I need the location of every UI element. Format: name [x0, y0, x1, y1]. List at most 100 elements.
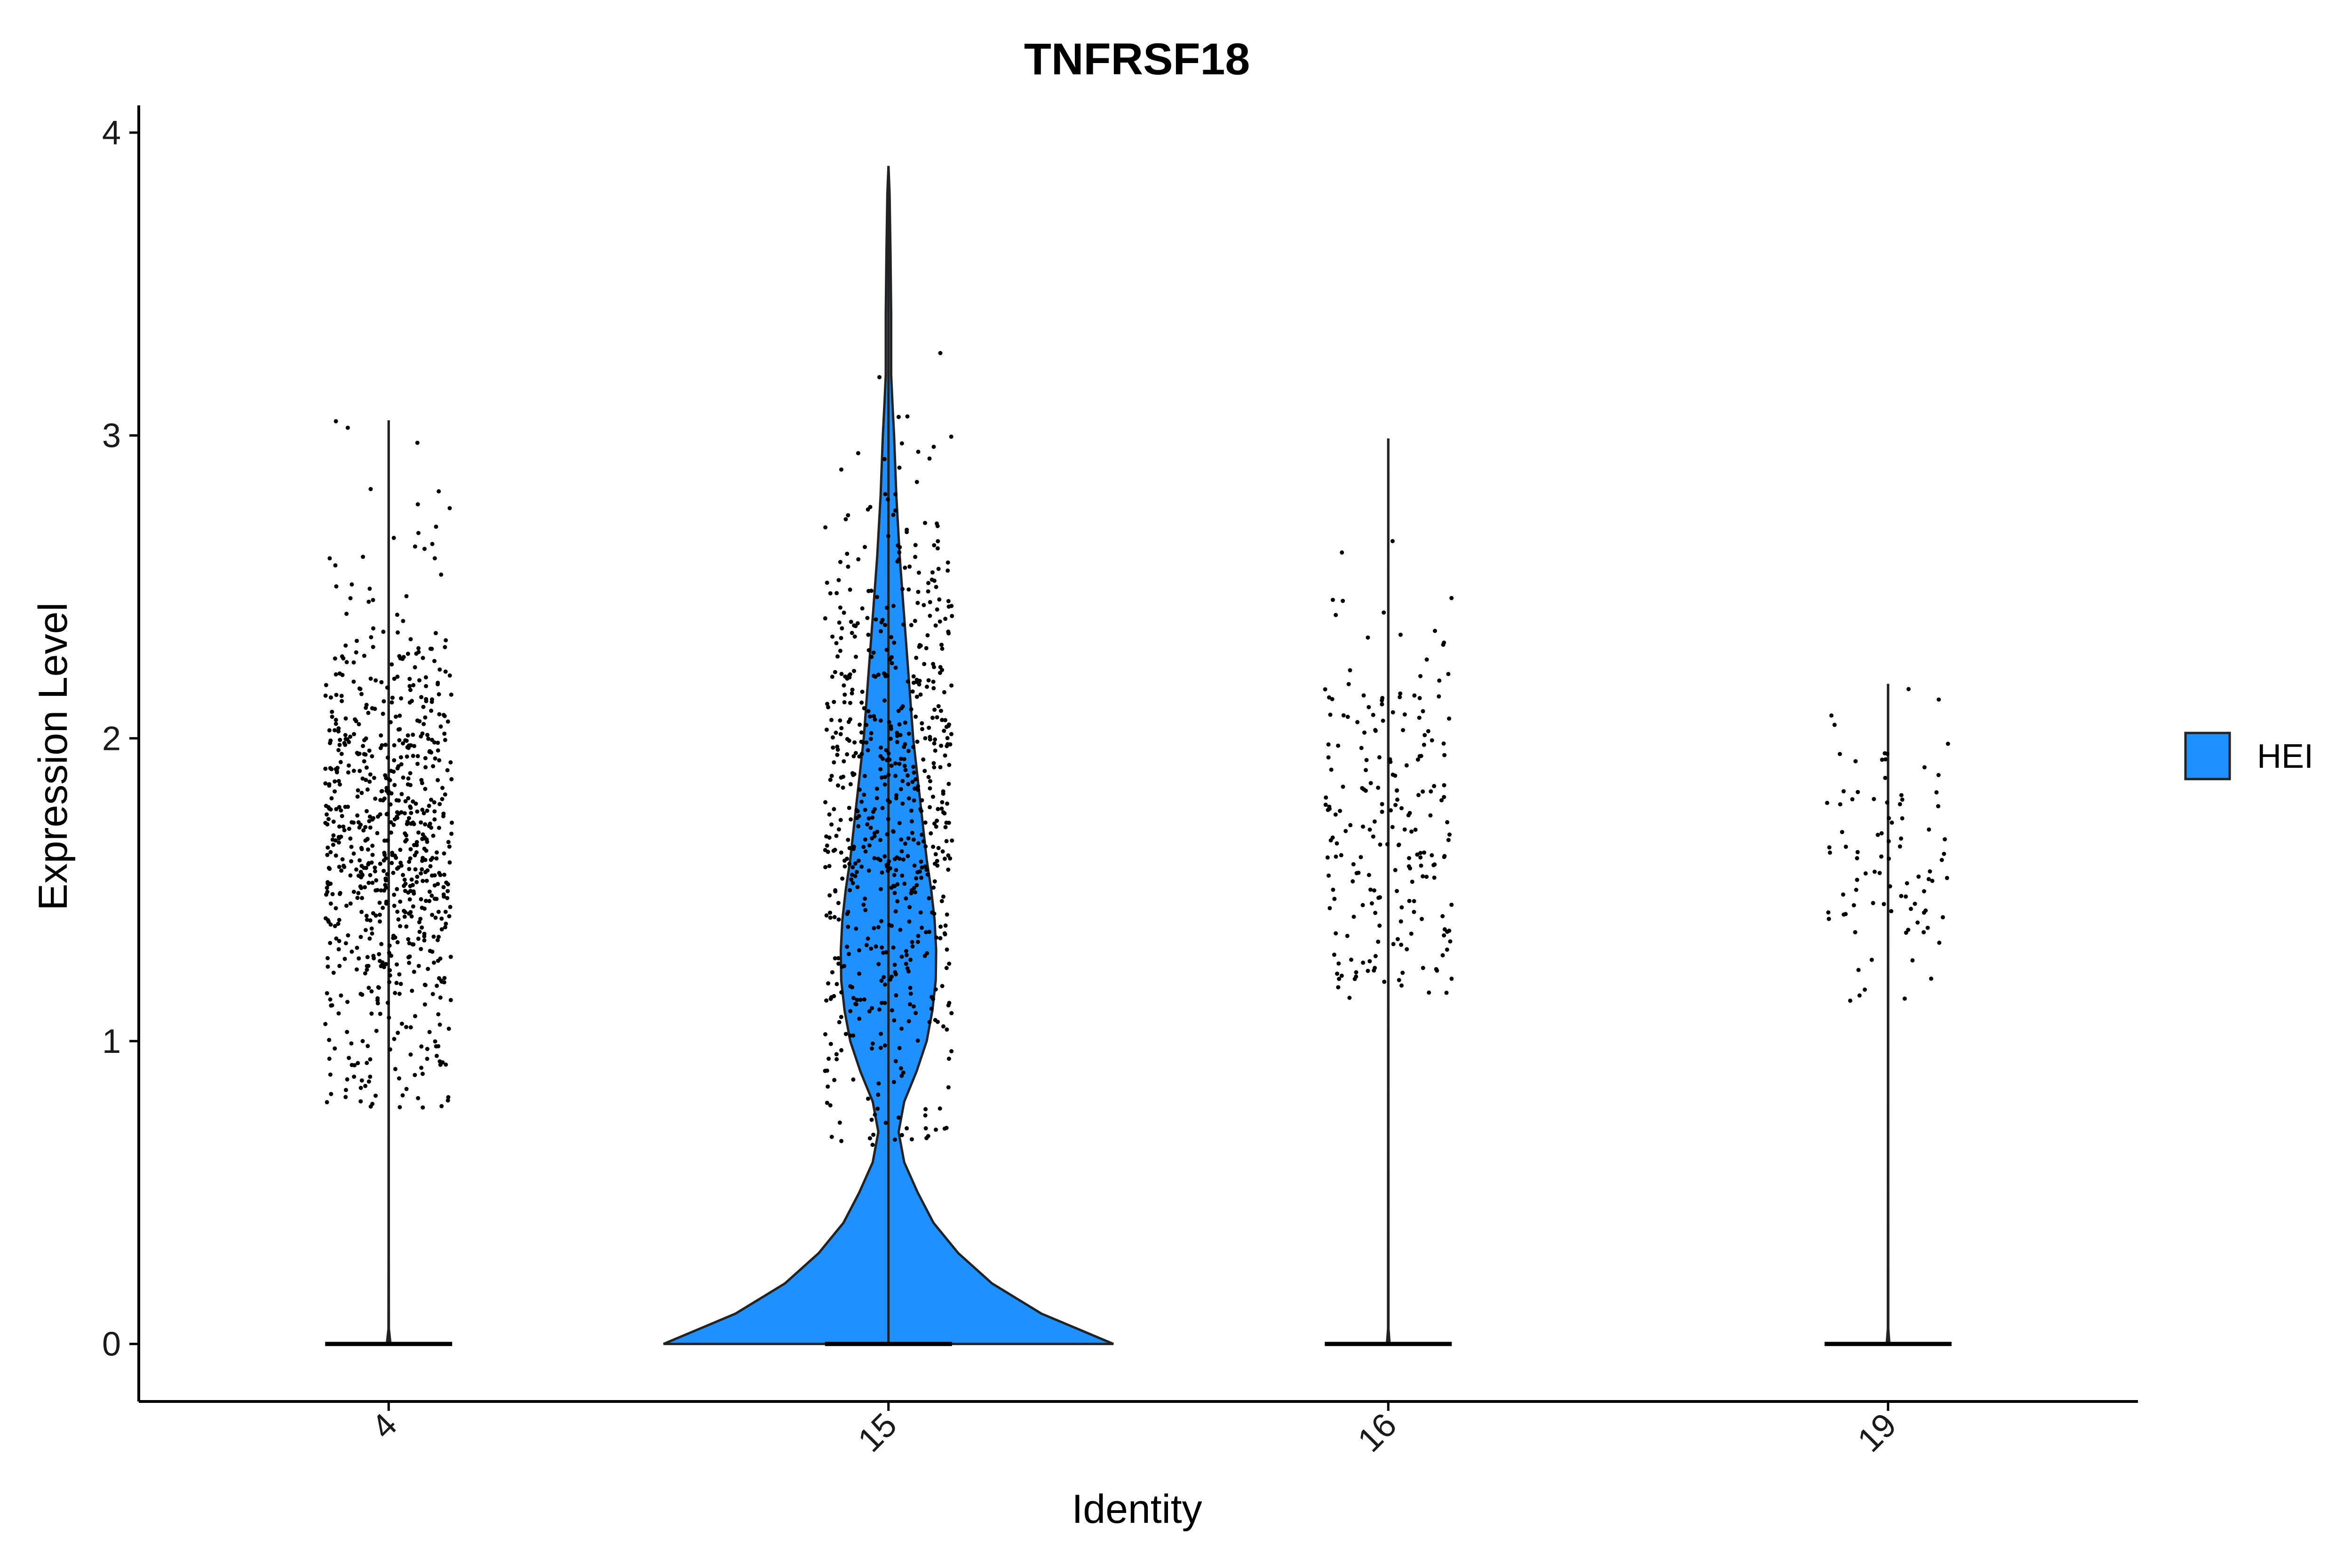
cell-point-15 [886, 534, 890, 538]
cell-point-4 [407, 897, 412, 902]
cell-point-4 [425, 868, 430, 873]
cell-point-16 [1421, 709, 1425, 714]
cell-point-15 [839, 1048, 844, 1052]
cell-point-15 [927, 456, 932, 461]
cell-point-4 [394, 798, 399, 803]
cell-point-15 [868, 737, 873, 741]
cell-point-15 [848, 782, 853, 787]
cell-point-4 [398, 755, 403, 760]
cell-point-15 [862, 773, 867, 778]
cell-point-15 [936, 566, 941, 571]
cell-point-15 [836, 901, 841, 905]
cell-point-19 [1851, 903, 1856, 907]
cell-point-4 [416, 936, 421, 941]
cell-point-15 [909, 1137, 914, 1142]
cell-point-15 [904, 896, 908, 901]
cell-point-15 [859, 864, 864, 869]
cell-point-4 [445, 1098, 450, 1103]
cell-point-15 [930, 716, 935, 720]
cell-point-19 [1936, 773, 1941, 777]
cell-point-15 [900, 873, 905, 878]
cell-point-19 [1940, 915, 1945, 920]
cell-point-4 [346, 933, 350, 938]
cell-point-4 [392, 1037, 397, 1041]
cell-point-4 [329, 796, 334, 801]
cell-point-4 [363, 885, 367, 890]
cell-point-15 [894, 993, 898, 998]
cell-point-15 [857, 971, 861, 976]
cell-point-15 [939, 743, 944, 748]
cell-point-15 [877, 1007, 882, 1012]
cell-point-19 [1829, 713, 1834, 718]
cell-point-16 [1346, 682, 1351, 686]
cell-point-4 [370, 754, 374, 759]
cell-point-4 [337, 805, 342, 810]
cell-point-15 [870, 1143, 875, 1147]
cell-point-19 [1898, 802, 1902, 806]
cell-point-4 [441, 713, 446, 717]
cell-point-15 [891, 604, 896, 608]
cell-point-4 [327, 806, 332, 811]
cell-point-19 [1899, 836, 1903, 841]
cell-point-15 [942, 856, 947, 861]
cell-point-15 [854, 870, 859, 875]
cell-point-4 [373, 796, 378, 801]
cell-point-4 [416, 650, 421, 654]
cell-point-15 [932, 708, 937, 712]
cell-point-19 [1872, 869, 1877, 874]
cell-point-15 [930, 570, 935, 575]
cell-point-4 [432, 740, 437, 745]
cell-point-4 [366, 986, 371, 990]
cell-point-15 [943, 825, 948, 829]
cell-point-16 [1338, 809, 1343, 813]
cell-point-4 [389, 820, 393, 825]
cell-point-15 [938, 924, 943, 929]
cell-point-19 [1925, 925, 1930, 930]
cell-point-4 [403, 839, 408, 844]
cell-point-4 [443, 925, 447, 930]
cell-point-15 [920, 727, 924, 732]
cell-point-4 [439, 927, 444, 931]
cell-point-15 [923, 1107, 928, 1112]
cell-point-4 [326, 845, 330, 850]
cell-point-15 [823, 1032, 827, 1036]
cell-point-4 [421, 1105, 425, 1110]
cell-point-15 [856, 451, 860, 455]
cell-point-4 [424, 848, 429, 853]
cell-point-15 [824, 913, 829, 918]
cell-point-19 [1862, 987, 1867, 992]
cell-point-15 [918, 910, 923, 915]
cell-point-4 [351, 851, 356, 856]
cell-point-4 [378, 812, 382, 817]
cell-point-4 [405, 820, 410, 824]
cell-point-15 [916, 933, 921, 938]
cell-point-15 [920, 865, 924, 870]
cell-point-15 [915, 939, 920, 944]
cell-point-16 [1395, 788, 1399, 793]
cell-point-4 [368, 677, 373, 681]
cell-point-15 [853, 874, 858, 878]
cell-point-4 [334, 692, 339, 697]
cell-point-15 [920, 798, 924, 803]
cell-point-19 [1937, 940, 1942, 945]
cell-point-4 [432, 817, 437, 822]
cell-point-15 [925, 951, 930, 955]
cell-point-15 [895, 731, 899, 735]
cell-point-4 [406, 776, 411, 781]
cell-point-4 [445, 889, 450, 893]
cell-point-4 [326, 956, 330, 961]
cell-point-15 [921, 839, 926, 844]
cell-point-4 [334, 717, 338, 722]
cell-point-4 [401, 655, 406, 660]
cell-point-15 [834, 834, 839, 838]
cell-point-4 [382, 888, 387, 893]
cell-point-15 [938, 351, 943, 355]
cell-point-4 [371, 816, 376, 820]
cell-point-4 [337, 963, 342, 968]
cell-point-15 [916, 589, 921, 594]
cell-point-4 [442, 851, 446, 856]
cell-point-4 [392, 758, 397, 763]
cell-point-16 [1417, 696, 1422, 700]
cell-point-15 [893, 970, 898, 975]
cell-point-19 [1842, 912, 1846, 917]
